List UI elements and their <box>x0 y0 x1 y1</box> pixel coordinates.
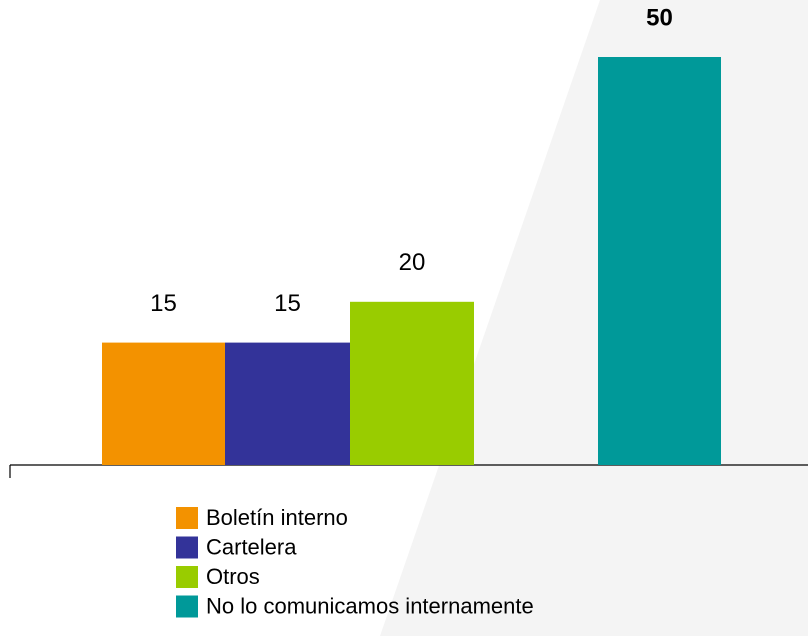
bar <box>102 342 225 465</box>
legend-swatch <box>176 595 198 618</box>
value-label: 15 <box>150 290 177 317</box>
value-label: 20 <box>399 249 426 276</box>
legend-swatch <box>176 536 198 559</box>
legend-swatch <box>176 507 198 529</box>
bar <box>598 57 721 465</box>
value-label: 15 <box>274 290 301 317</box>
bar <box>350 301 474 465</box>
legend-label: Boletín interno <box>206 505 348 530</box>
bar <box>225 342 350 465</box>
legend-label: Cartelera <box>206 534 297 559</box>
legend-label: No lo comunicamos internamente <box>206 593 534 618</box>
value-label: 50 <box>646 4 673 31</box>
legend-label: Otros <box>206 564 260 589</box>
legend-swatch <box>176 566 198 588</box>
